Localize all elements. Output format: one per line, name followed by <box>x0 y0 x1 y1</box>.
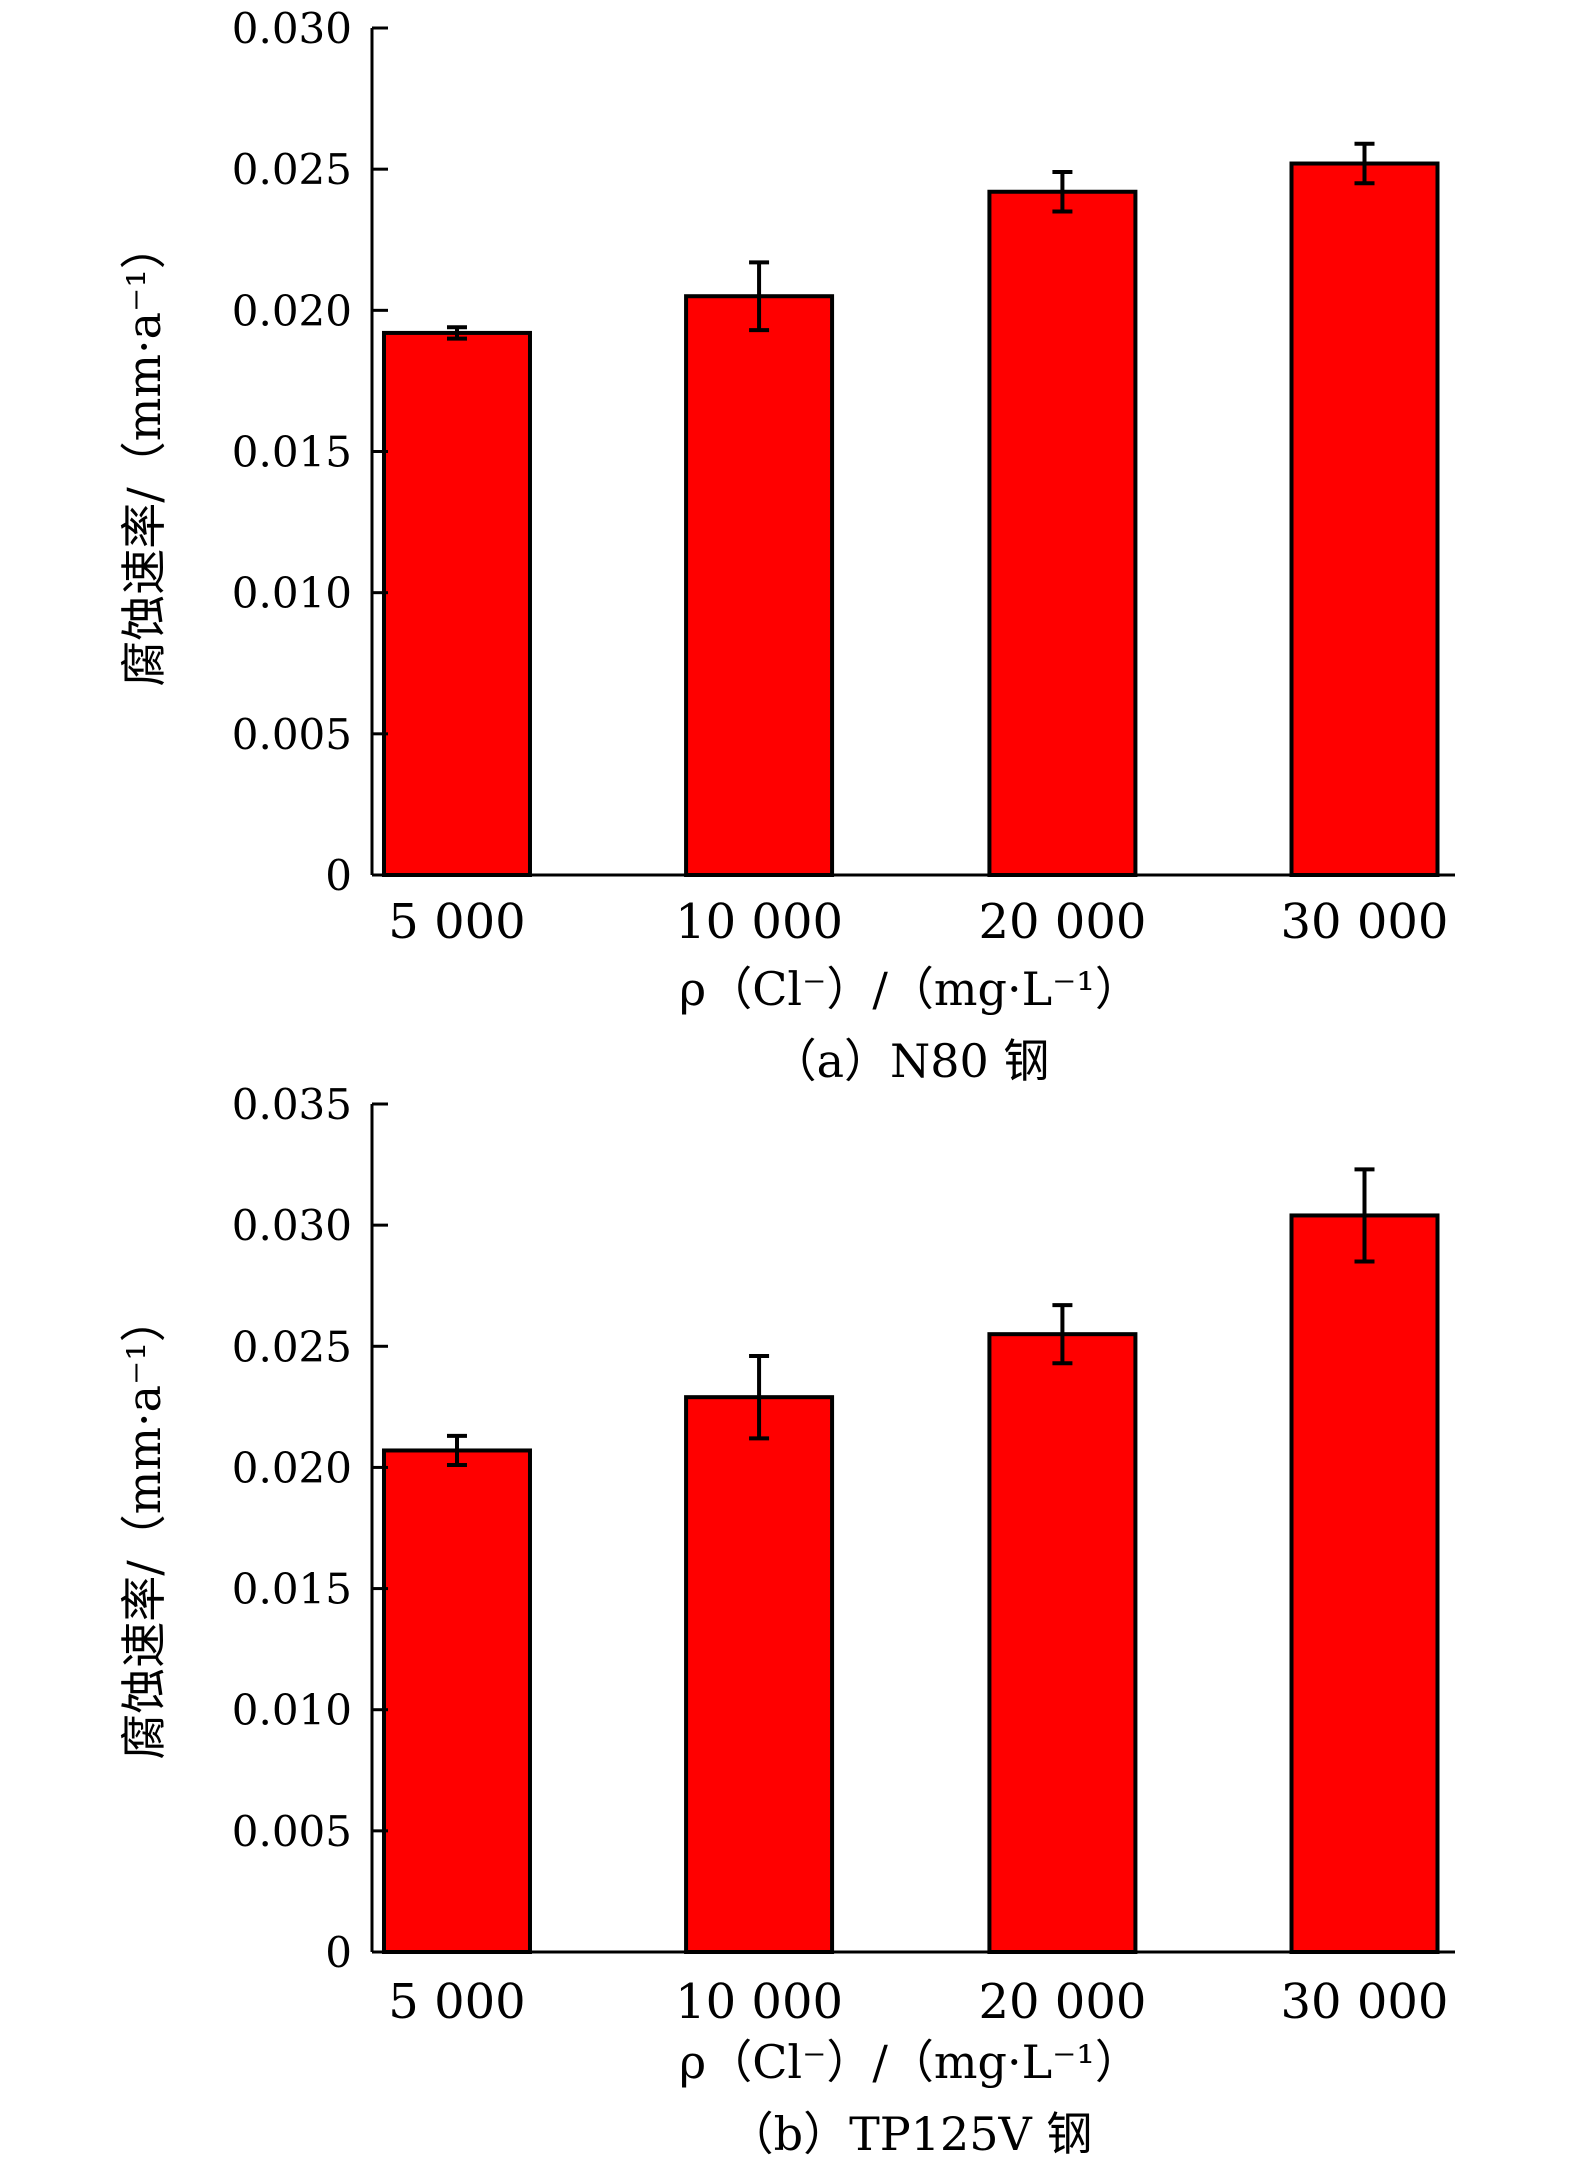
y-tick-label: 0 <box>325 1928 352 1977</box>
y-tick-label: 0.020 <box>232 286 352 335</box>
y-tick-label: 0 <box>325 851 352 900</box>
y-tick-label: 0.035 <box>232 1080 352 1129</box>
y-tick-group: 0 0.005 0.010 0.015 0.020 0.025 0.030 <box>232 4 388 900</box>
bar-20000 <box>987 189 1138 877</box>
y-tick-label: 0.030 <box>232 1201 352 1250</box>
y-tick-group: 0 0.005 0.010 0.015 0.020 0.025 0.030 0.035 <box>232 1080 388 1977</box>
y-tick-label: 0.010 <box>232 1686 352 1735</box>
bar-30000 <box>1289 1213 1440 1954</box>
y-tick-label: 0.025 <box>232 1322 352 1371</box>
y-axis-title: 腐蚀速率/（mm·a⁻¹） <box>117 1296 171 1760</box>
x-category-label: 20 000 <box>978 894 1146 950</box>
chart-panel-a: 0 0.005 0.010 0.015 0.020 0.025 0.030 5 000 10 … <box>117 4 1455 1088</box>
y-tick-label: 0.005 <box>232 1807 352 1856</box>
bar-5000 <box>381 1448 532 1955</box>
x-category-label: 5 000 <box>388 894 525 950</box>
error-bar <box>749 260 770 333</box>
bar-5000 <box>381 330 532 878</box>
x-category-group: 5 000 10 000 20 000 30 000 <box>388 1974 1448 2030</box>
x-axis-title: ρ（Cl⁻）/（mg·L⁻¹） <box>679 962 1141 1016</box>
panel-caption: （a）N80 钢 <box>771 1034 1050 1088</box>
y-tick-label: 0.015 <box>232 428 352 477</box>
x-category-label: 10 000 <box>675 894 843 950</box>
x-category-label: 20 000 <box>978 1974 1146 2030</box>
x-category-label: 10 000 <box>675 1974 843 2030</box>
error-bar <box>1052 1303 1073 1366</box>
bar-30000 <box>1289 161 1440 877</box>
error-bar <box>1052 169 1073 214</box>
error-bar <box>446 325 467 341</box>
bar-group <box>381 1213 1440 1955</box>
bar-20000 <box>987 1332 1138 1954</box>
y-tick-label: 0.025 <box>232 145 352 194</box>
y-axis-title: 腐蚀速率/（mm·a⁻¹） <box>117 223 171 687</box>
x-category-label: 5 000 <box>388 1974 525 2030</box>
x-category-label: 30 000 <box>1281 894 1449 950</box>
chart-panel-b: 0 0.005 0.010 0.015 0.020 0.025 0.030 0.035 5 0… <box>117 1080 1455 2161</box>
x-category-label: 30 000 <box>1281 1974 1449 2030</box>
bar-group <box>381 161 1440 878</box>
y-tick-label: 0.015 <box>232 1565 352 1614</box>
error-bar <box>1354 141 1375 186</box>
y-tick-label: 0.005 <box>232 710 352 759</box>
error-bar-group <box>446 141 1375 341</box>
bar-10000 <box>684 1395 835 1955</box>
y-tick-label: 0.030 <box>232 4 352 53</box>
panel-caption: （b）TP125V 钢 <box>728 2107 1093 2161</box>
y-tick-label: 0.020 <box>232 1443 352 1492</box>
error-bar <box>749 1353 770 1441</box>
error-bar-group <box>446 1167 1375 1468</box>
x-category-group: 5 000 10 000 20 000 30 000 <box>388 894 1448 950</box>
error-bar <box>446 1433 467 1468</box>
error-bar <box>1354 1167 1375 1264</box>
bar-10000 <box>684 294 835 877</box>
y-tick-label: 0.010 <box>232 569 352 618</box>
x-axis-title: ρ（Cl⁻）/（mg·L⁻¹） <box>679 2035 1141 2089</box>
